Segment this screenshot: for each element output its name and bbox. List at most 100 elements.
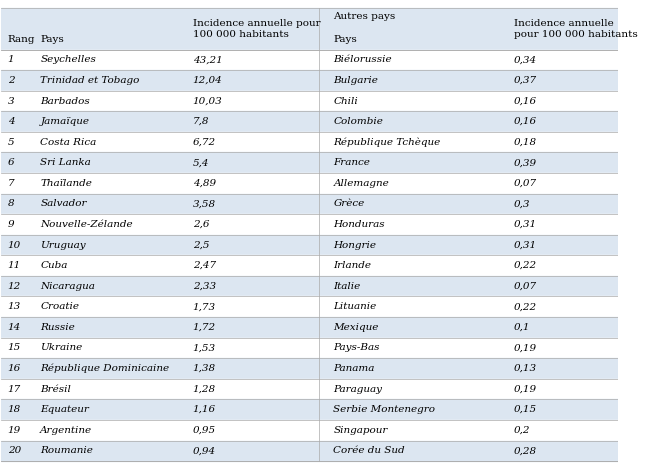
Text: 19: 19 [8, 426, 21, 435]
Text: Bulgarie: Bulgarie [333, 76, 378, 85]
Text: Salvador: Salvador [40, 199, 87, 208]
Text: Sri Lanka: Sri Lanka [40, 158, 91, 167]
Text: Cuba: Cuba [40, 261, 68, 270]
Text: 17: 17 [8, 385, 21, 394]
Text: 7,8: 7,8 [193, 117, 209, 126]
Text: 1,16: 1,16 [193, 405, 215, 414]
Text: Autres pays: Autres pays [333, 12, 396, 21]
Text: 43,21: 43,21 [193, 56, 223, 65]
Bar [1, 70, 618, 91]
Bar [1, 296, 618, 317]
Text: 10: 10 [8, 241, 21, 250]
Bar [1, 8, 618, 49]
Text: 0,2: 0,2 [514, 426, 530, 435]
Text: 0,31: 0,31 [514, 220, 537, 229]
Text: République Tchèque: République Tchèque [333, 138, 441, 147]
Bar [1, 235, 618, 255]
Text: 0,19: 0,19 [514, 385, 537, 394]
Text: Pays-Bas: Pays-Bas [333, 343, 380, 352]
Bar [1, 91, 618, 111]
Text: 2,6: 2,6 [193, 220, 209, 229]
Text: Mexique: Mexique [333, 323, 378, 332]
Text: 0,22: 0,22 [514, 302, 537, 311]
Text: 0,3: 0,3 [514, 199, 530, 208]
Text: 0,22: 0,22 [514, 261, 537, 270]
Text: 0,07: 0,07 [514, 282, 537, 291]
Text: 2: 2 [8, 76, 14, 85]
Bar [1, 255, 618, 276]
Text: 0,16: 0,16 [514, 117, 537, 126]
Text: Chili: Chili [333, 97, 358, 106]
Bar [1, 111, 618, 132]
Text: 5: 5 [8, 138, 14, 146]
Text: Russie: Russie [40, 323, 75, 332]
Text: 0,19: 0,19 [514, 343, 537, 352]
Text: Colombie: Colombie [333, 117, 383, 126]
Text: 7: 7 [8, 179, 14, 188]
Text: Costa Rica: Costa Rica [40, 138, 97, 146]
Text: 1,28: 1,28 [193, 385, 215, 394]
Text: 12: 12 [8, 282, 21, 291]
Text: Allemagne: Allemagne [333, 179, 389, 188]
Text: Rang: Rang [8, 35, 35, 44]
Bar [1, 173, 618, 194]
Bar [1, 276, 618, 296]
Text: Seychelles: Seychelles [40, 56, 96, 65]
Text: 1: 1 [8, 56, 14, 65]
Text: Nicaragua: Nicaragua [40, 282, 95, 291]
Text: Thaïlande: Thaïlande [40, 179, 92, 188]
Text: 2,5: 2,5 [193, 241, 209, 250]
Text: Singapour: Singapour [333, 426, 388, 435]
Text: Jamaïque: Jamaïque [40, 117, 89, 126]
Text: Serbie Montenegro: Serbie Montenegro [333, 405, 436, 414]
Text: 0,37: 0,37 [514, 76, 537, 85]
Text: Brésil: Brésil [40, 385, 71, 394]
Text: Pays: Pays [40, 35, 64, 44]
Text: 6: 6 [8, 158, 14, 167]
Bar [1, 440, 618, 461]
Text: Panama: Panama [333, 364, 374, 373]
Text: Biélorussie: Biélorussie [333, 56, 392, 65]
Text: 1,72: 1,72 [193, 323, 215, 332]
Text: 13: 13 [8, 302, 21, 311]
Text: Roumanie: Roumanie [40, 447, 93, 455]
Text: 0,16: 0,16 [514, 97, 537, 106]
Text: Incidence annuelle
pour 100 000 habitants: Incidence annuelle pour 100 000 habitant… [514, 19, 637, 39]
Text: Paraguay: Paraguay [333, 385, 382, 394]
Text: Croatie: Croatie [40, 302, 79, 311]
Text: 16: 16 [8, 364, 21, 373]
Text: 2,33: 2,33 [193, 282, 215, 291]
Text: 3,58: 3,58 [193, 199, 215, 208]
Text: 9: 9 [8, 220, 14, 229]
Bar [1, 153, 618, 173]
Text: 10,03: 10,03 [193, 97, 223, 106]
Text: Incidence annuelle pour
100 000 habitants: Incidence annuelle pour 100 000 habitant… [193, 19, 321, 39]
Bar [1, 132, 618, 153]
Text: Lituanie: Lituanie [333, 302, 376, 311]
Text: 0,13: 0,13 [514, 364, 537, 373]
Bar [1, 379, 618, 399]
Text: Grèce: Grèce [333, 199, 365, 208]
Text: 6,72: 6,72 [193, 138, 215, 146]
Text: Nouvelle-Zélande: Nouvelle-Zélande [40, 220, 133, 229]
Text: 4: 4 [8, 117, 14, 126]
Text: République Dominicaine: République Dominicaine [40, 364, 170, 373]
Text: 0,07: 0,07 [514, 179, 537, 188]
Text: 0,94: 0,94 [193, 447, 215, 455]
Text: Irlande: Irlande [333, 261, 371, 270]
Text: France: France [333, 158, 371, 167]
Text: 0,31: 0,31 [514, 241, 537, 250]
Text: 12,04: 12,04 [193, 76, 223, 85]
Text: 1,73: 1,73 [193, 302, 215, 311]
Bar [1, 194, 618, 214]
Text: 5,4: 5,4 [193, 158, 209, 167]
Text: Argentine: Argentine [40, 426, 93, 435]
Bar [1, 358, 618, 379]
Text: 18: 18 [8, 405, 21, 414]
Text: 0,15: 0,15 [514, 405, 537, 414]
Bar [1, 49, 618, 70]
Text: Ukraine: Ukraine [40, 343, 83, 352]
Text: 8: 8 [8, 199, 14, 208]
Text: 3: 3 [8, 97, 14, 106]
Bar [1, 420, 618, 440]
